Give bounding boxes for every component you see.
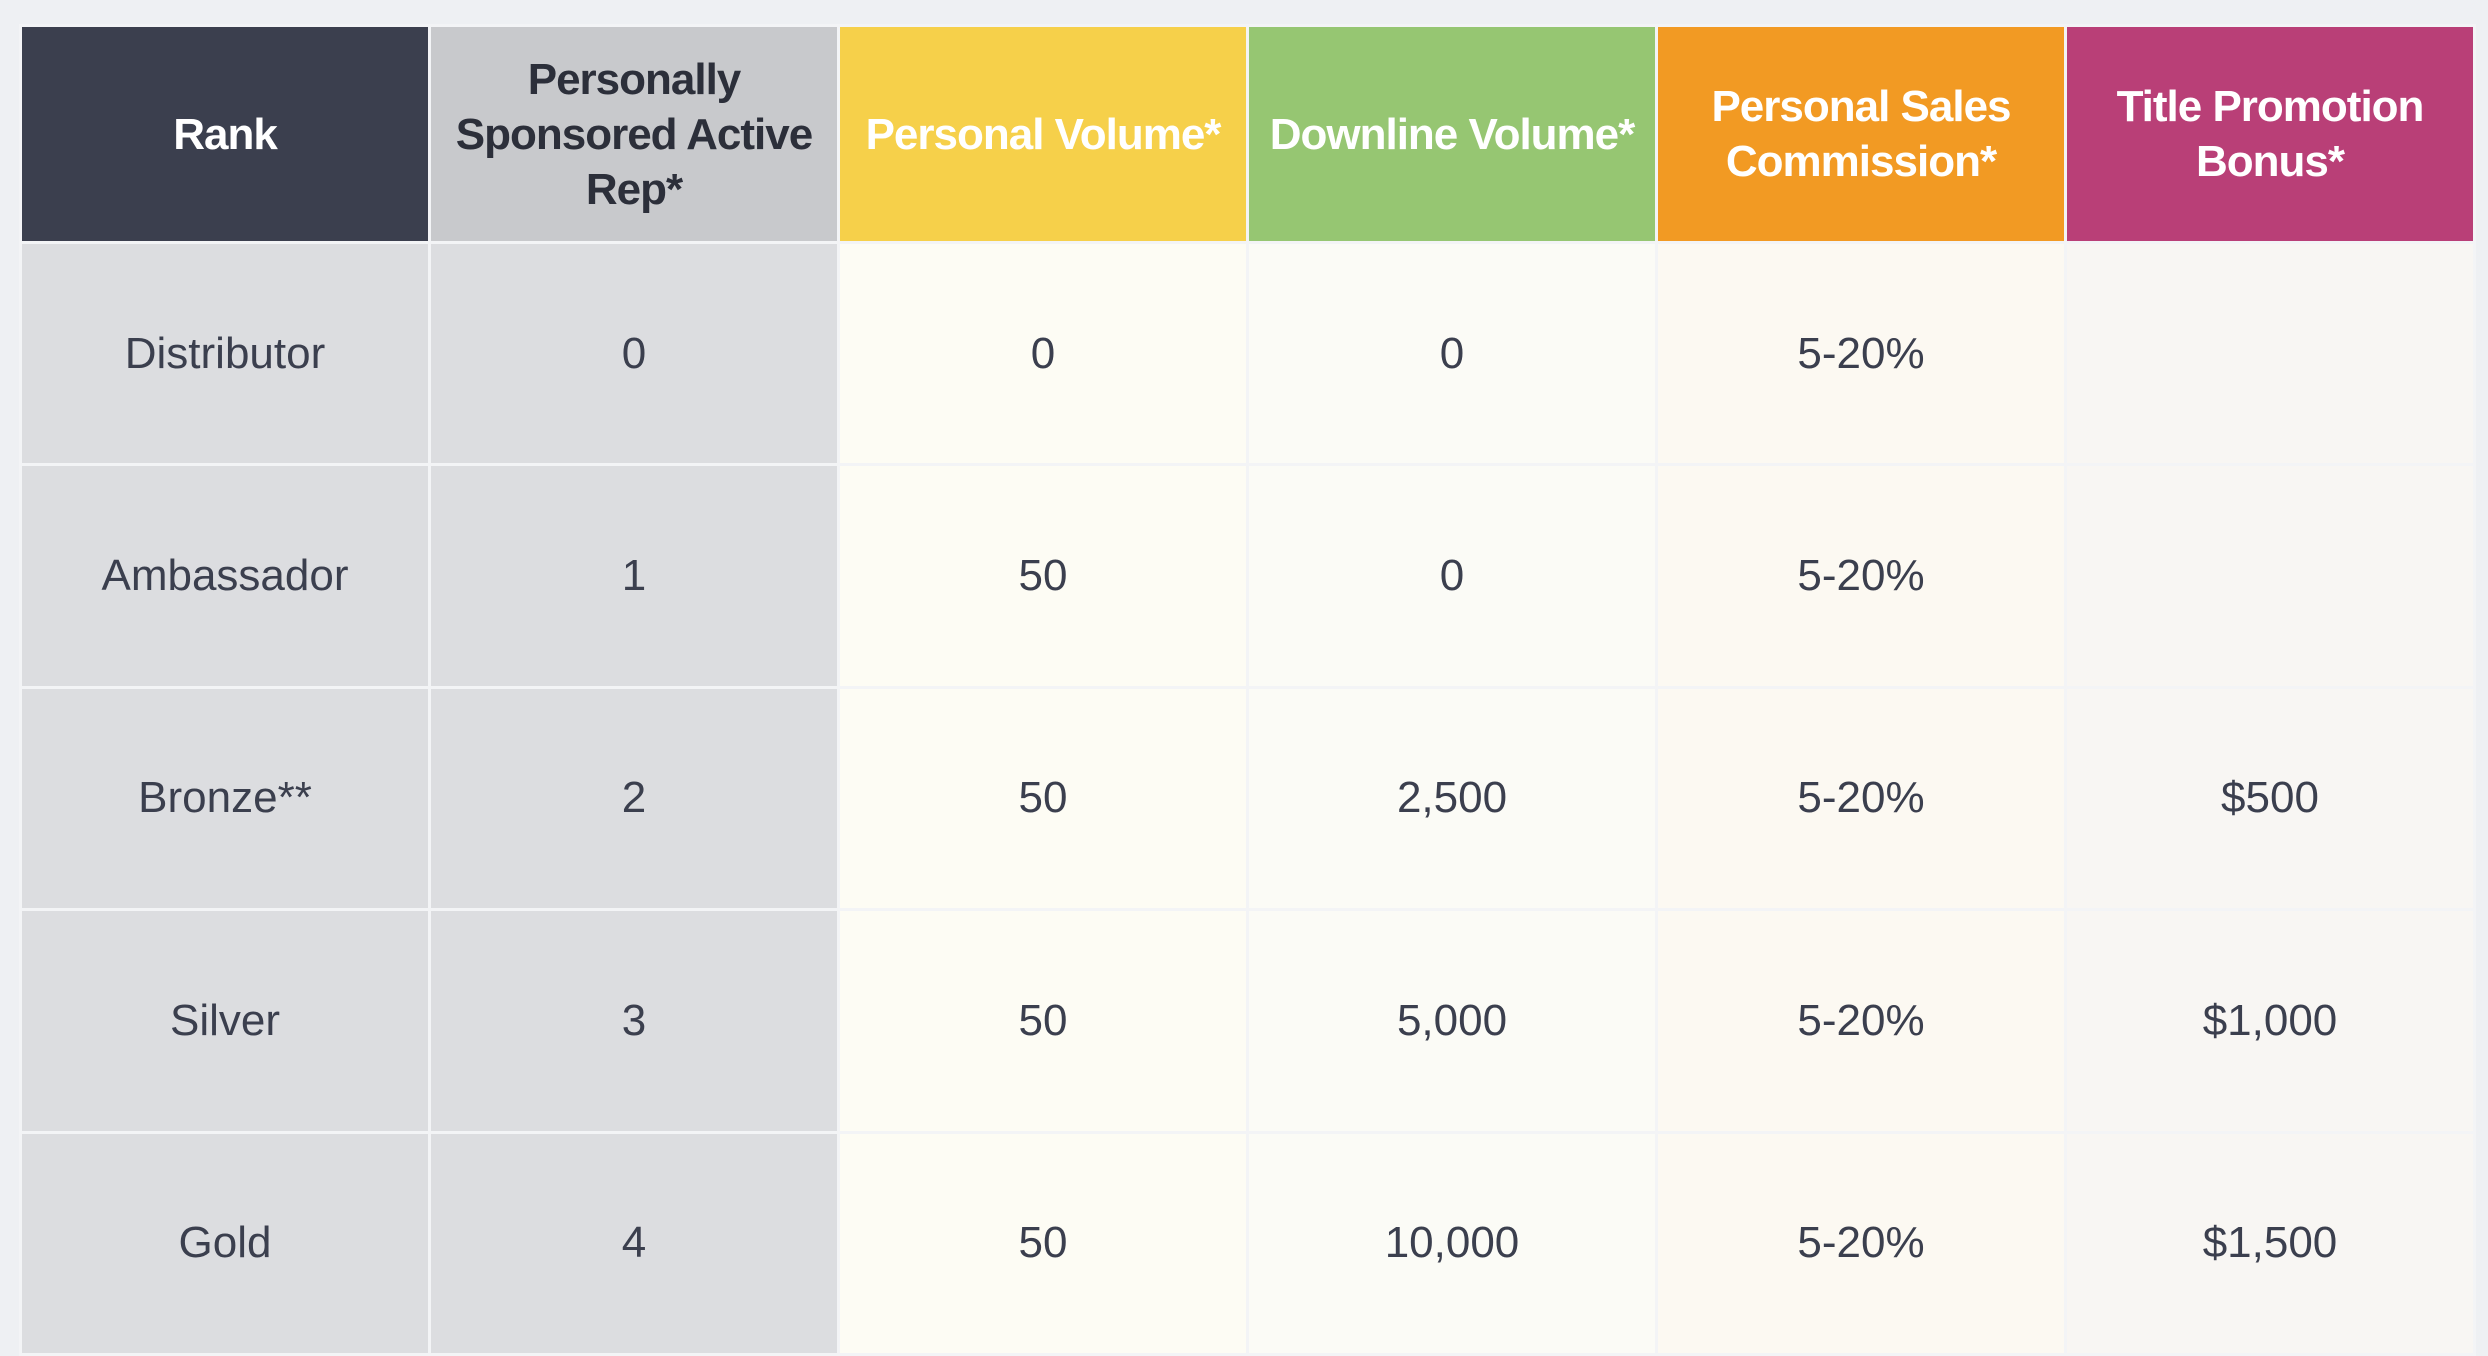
table-cell: 0 [1249, 244, 1655, 464]
header-row: Rank Personally Sponsored Active Rep* Pers… [22, 27, 2473, 241]
table-row: Gold 4 50 10,000 5-20% $1,500 [22, 1133, 2473, 1353]
table-cell: 50 [840, 466, 1246, 686]
table-container: Rank Personally Sponsored Active Rep* Pers… [19, 24, 2476, 1356]
table-cell: 0 [431, 244, 837, 464]
table-cell: 50 [840, 1133, 1246, 1353]
table-cell: 2 [431, 688, 837, 909]
table-cell: 1 [431, 466, 837, 686]
table-cell: 5-20% [1658, 466, 2064, 686]
table-cell: 5,000 [1249, 911, 1655, 1131]
table-cell: 0 [1249, 466, 1655, 686]
table-cell: 50 [840, 911, 1246, 1131]
table-header: Rank Personally Sponsored Active Rep* Pers… [22, 27, 2473, 241]
table-cell: 5-20% [1658, 1133, 2064, 1353]
empty-cell [2067, 466, 2473, 686]
header-cell: Personal Sales Commission* [1658, 27, 2064, 241]
header-cell: Rank [22, 27, 428, 241]
header-cell: Title Promotion Bonus* [2067, 27, 2473, 241]
table-cell: 0 [840, 244, 1246, 464]
table-body: Distributor 0 0 0 5-20% Ambassador 1 50 0 5-20% Br… [22, 244, 2473, 1353]
table-cell: 5-20% [1658, 244, 2064, 464]
table-row: Ambassador 1 50 0 5-20% [22, 466, 2473, 686]
table-cell: $1,000 [2067, 911, 2473, 1131]
table-cell: 4 [431, 1133, 837, 1353]
table-cell: 5-20% [1658, 688, 2064, 909]
table-cell: 2,500 [1249, 688, 1655, 909]
table-cell: Silver [22, 911, 428, 1131]
table-cell: Bronze** [22, 688, 428, 909]
table-row: Silver 3 50 5,000 5-20% $1,000 [22, 911, 2473, 1131]
empty-cell [2067, 244, 2473, 464]
header-cell: Personal Volume* [840, 27, 1246, 241]
table-cell: 10,000 [1249, 1133, 1655, 1353]
table-row: Distributor 0 0 0 5-20% [22, 244, 2473, 464]
table-cell: $500 [2067, 688, 2473, 909]
compensation-table: Rank Personally Sponsored Active Rep* Pers… [19, 24, 2476, 1356]
table-cell: 50 [840, 688, 1246, 909]
table-row: Bronze** 2 50 2,500 5-20% $500 [22, 688, 2473, 909]
table-cell: Ambassador [22, 466, 428, 686]
table-cell: Distributor [22, 244, 428, 464]
table-cell: Gold [22, 1133, 428, 1353]
header-cell: Personally Sponsored Active Rep* [431, 27, 837, 241]
table-cell: 5-20% [1658, 911, 2064, 1131]
table-cell: 3 [431, 911, 837, 1131]
table-cell: $1,500 [2067, 1133, 2473, 1353]
header-cell: Downline Volume* [1249, 27, 1655, 241]
